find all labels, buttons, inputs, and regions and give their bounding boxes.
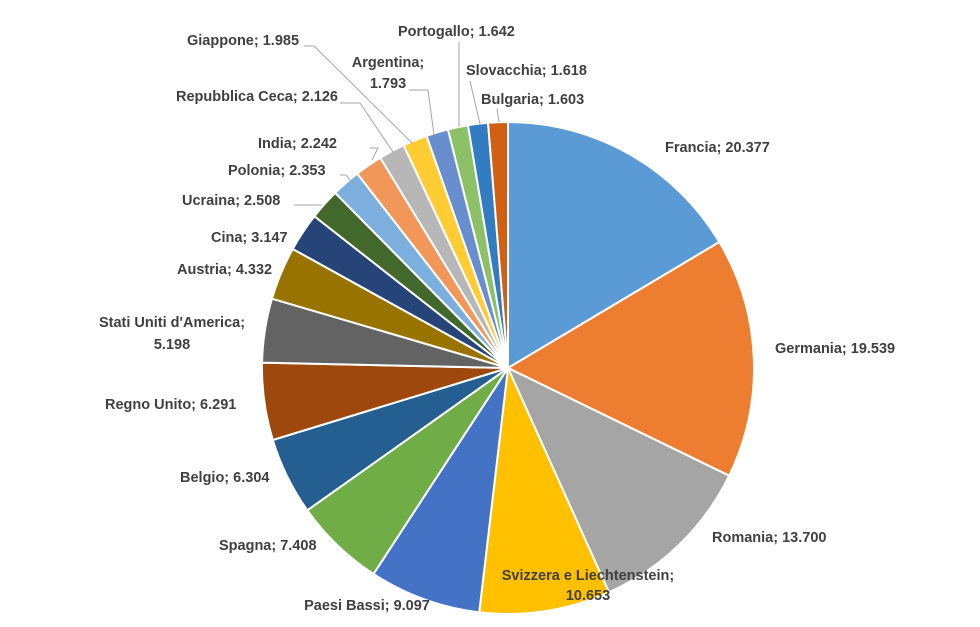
pie-slice-svizzera-e-liechtenstein xyxy=(478,364,611,615)
data-label-belgio: Belgio; 6.304 xyxy=(180,470,269,486)
data-label-spagna: Spagna; 7.408 xyxy=(219,538,317,554)
data-label-slovacchia: Slovacchia; 1.618 xyxy=(466,63,587,79)
data-label-francia: Francia; 20.377 xyxy=(665,140,770,156)
leader-line xyxy=(304,45,413,144)
data-label-austria: Austria; 4.332 xyxy=(177,262,272,278)
data-label-cina: Cina; 3.147 xyxy=(211,230,288,246)
data-label-germania: Germania; 19.539 xyxy=(775,341,895,357)
data-label-bulgaria: Bulgaria; 1.603 xyxy=(481,92,584,108)
leader-line xyxy=(409,89,435,136)
data-label-polonia: Polonia; 2.353 xyxy=(228,163,326,179)
leader-line xyxy=(340,102,394,153)
data-label-argentina: Argentina; 1.793 xyxy=(352,55,425,92)
data-label-stati-uniti-d-america: Stati Uniti d'America; 5.198 xyxy=(99,315,245,353)
data-label-portogallo: Portogallo; 1.642 xyxy=(398,24,515,40)
data-label-giappone: Giappone; 1.985 xyxy=(187,33,299,49)
data-label-romania: Romania; 13.700 xyxy=(712,530,826,546)
leader-line xyxy=(370,147,379,161)
pie-slice-paesi-bassi xyxy=(372,367,509,614)
data-label-svizzera-e-liechtenstein: Svizzera e Liechtenstein; 10.653 xyxy=(502,568,674,604)
data-label-paesi-bassi: Paesi Bassi; 9.097 xyxy=(304,598,430,614)
pie-slice-germania xyxy=(505,240,755,478)
data-label-repubblica-ceca: Repubblica Ceca; 2.126 xyxy=(176,89,338,105)
pie-slice-bulgaria xyxy=(486,120,509,369)
data-label-india: India; 2.242 xyxy=(258,136,337,152)
pie-slice-francia xyxy=(507,120,721,370)
pie-slice-romania xyxy=(505,365,731,594)
data-label-regno-unito: Regno Unito; 6.291 xyxy=(105,397,236,413)
leader-line xyxy=(340,174,355,186)
leader-line xyxy=(469,80,481,125)
data-label-ucraina: Ucraina; 2.508 xyxy=(182,193,280,209)
leader-line xyxy=(496,108,500,123)
